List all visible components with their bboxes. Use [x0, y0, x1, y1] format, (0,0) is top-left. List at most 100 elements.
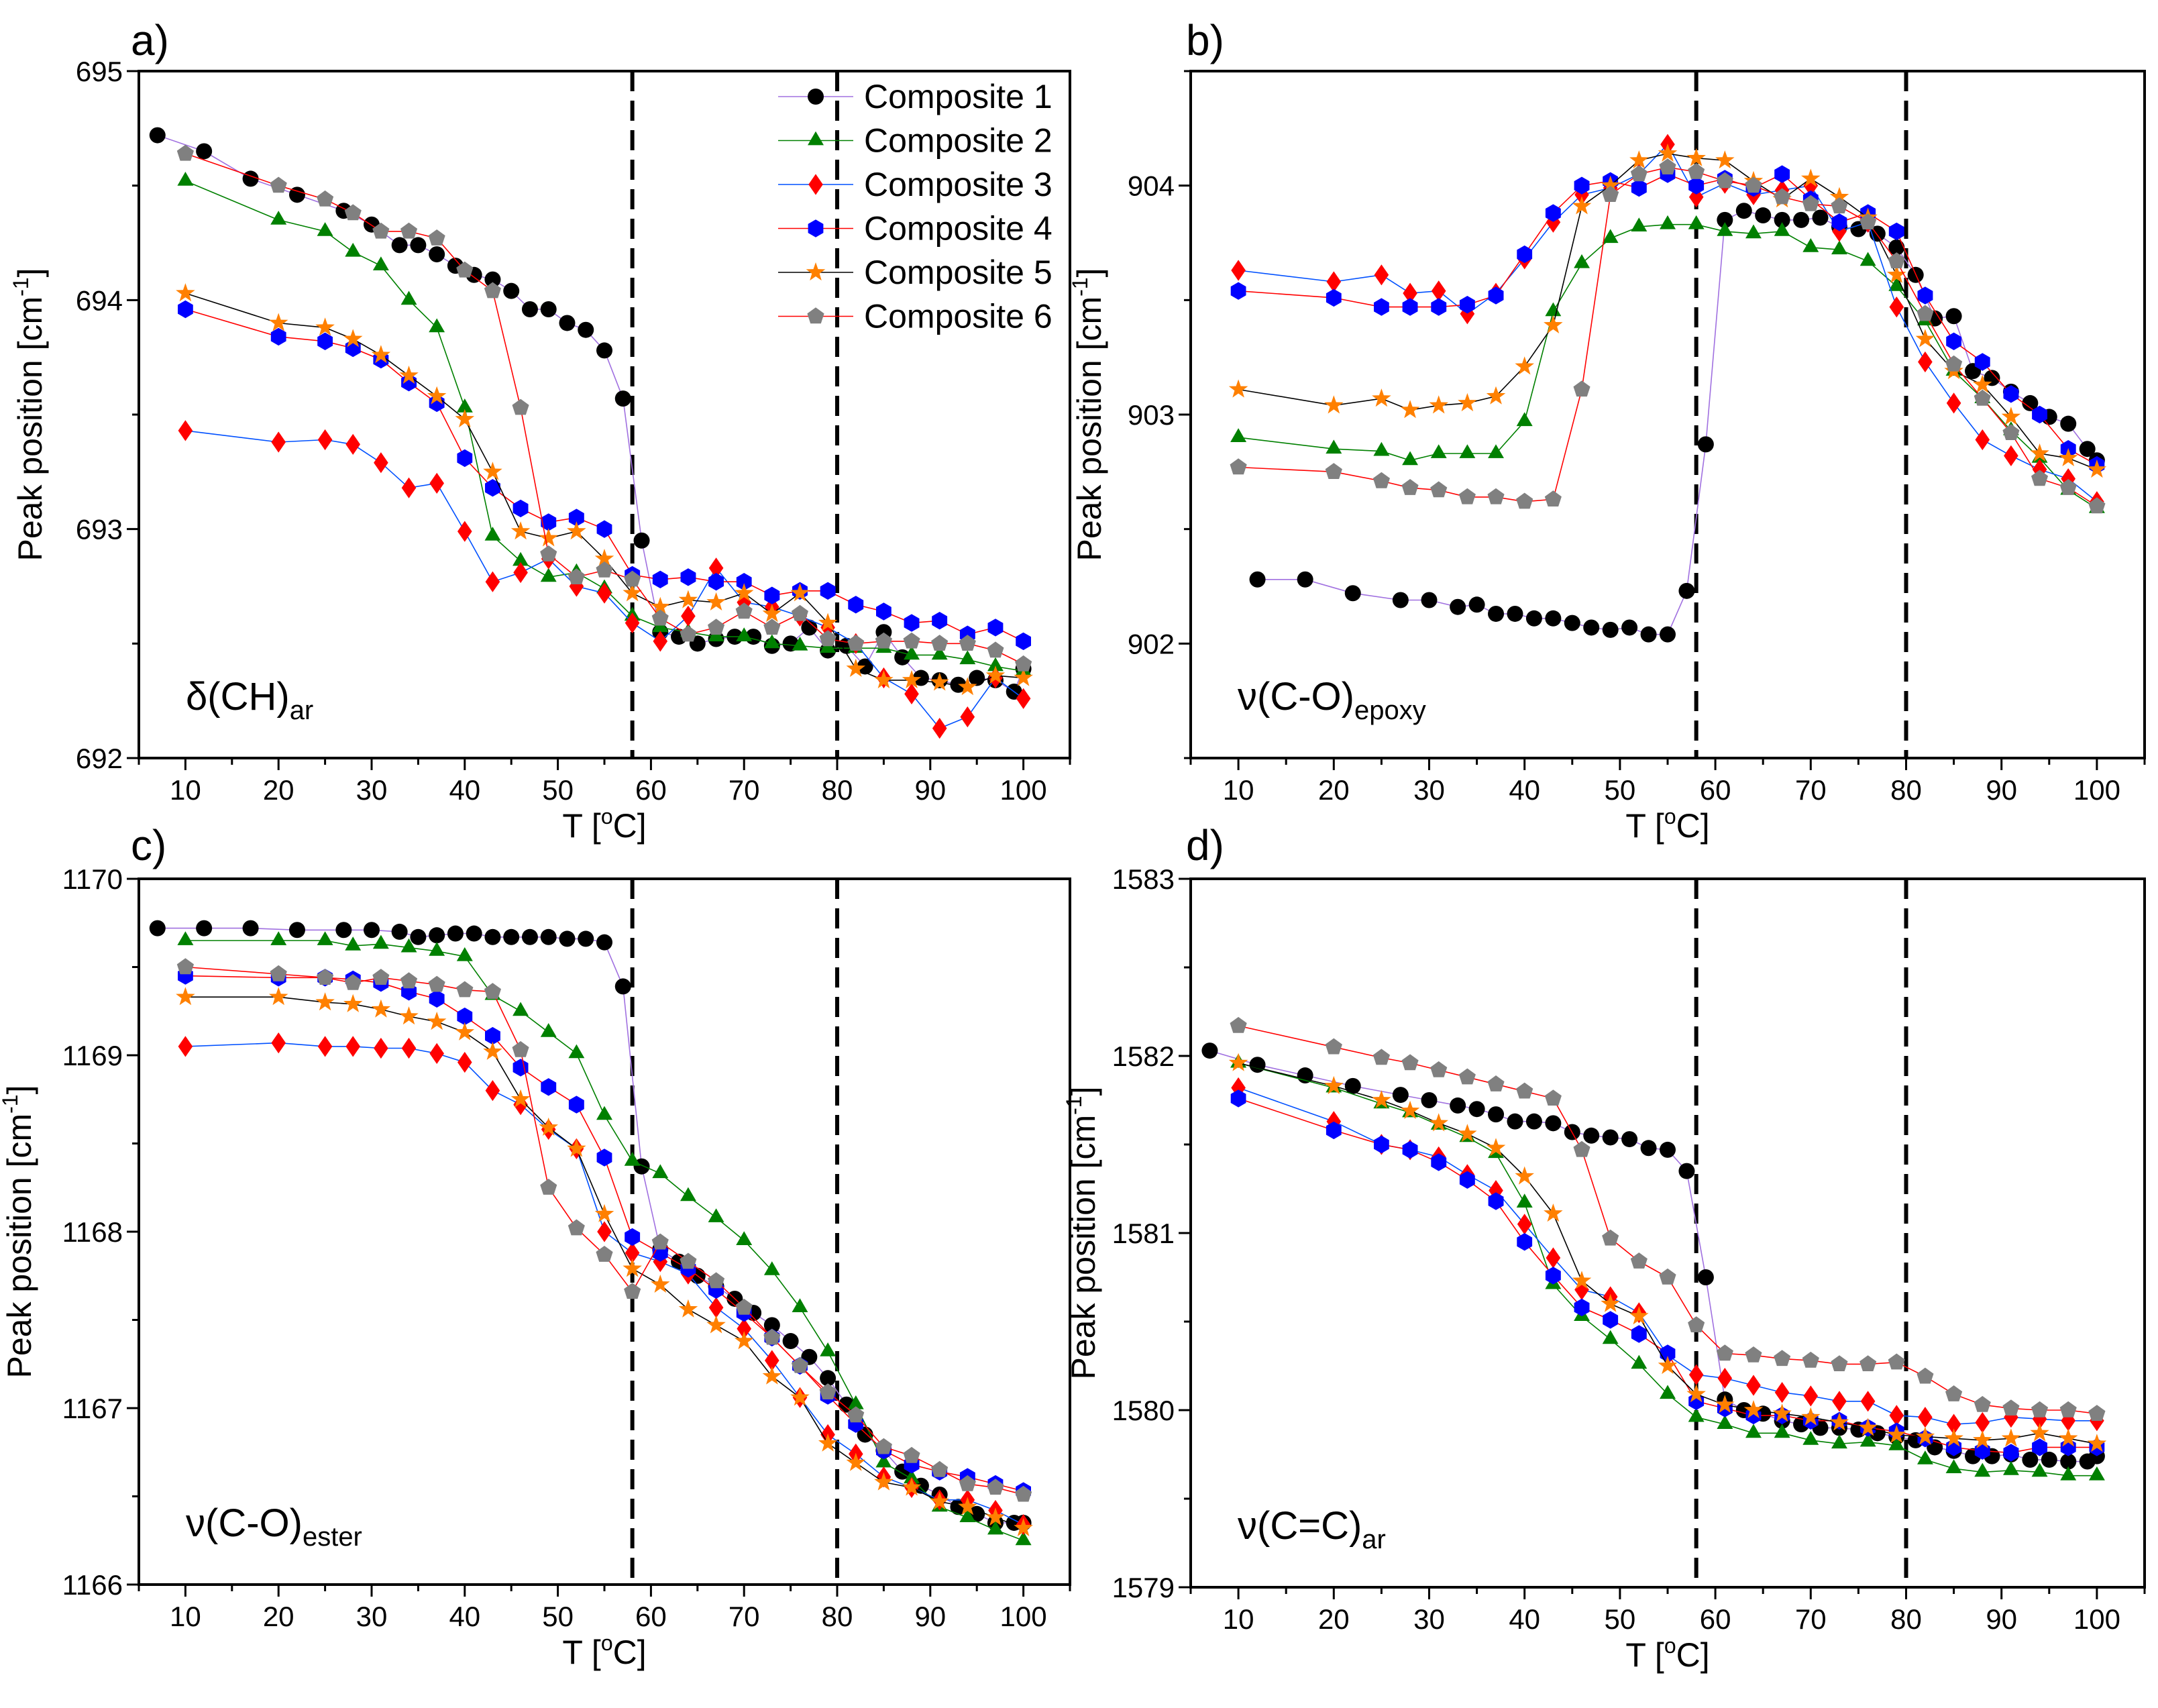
data-point: [1660, 215, 1676, 229]
x-tick-label: 70: [729, 774, 760, 806]
data-point: [594, 1204, 614, 1222]
data-point: [2031, 1401, 2049, 1418]
data-point: [1326, 271, 1342, 292]
x-axis-title-end: C]: [613, 1634, 647, 1671]
y-axis-title-text: Peak position [cm: [1065, 1115, 1102, 1380]
data-point: [484, 527, 501, 541]
data-point: [1488, 444, 1504, 458]
data-point: [1564, 615, 1580, 631]
data-point: [708, 1297, 724, 1318]
x-axis-title-end: C]: [1676, 807, 1710, 845]
data-point: [1372, 1090, 1391, 1109]
data-point: [149, 920, 166, 937]
data-point: [931, 645, 948, 660]
data-point: [2060, 1453, 2077, 1470]
data-point: [1945, 1385, 1963, 1401]
x-axis-title-sup: o: [601, 804, 613, 829]
data-point: [1658, 1356, 1678, 1375]
data-point: [484, 928, 501, 945]
data-point: [317, 969, 334, 985]
data-point: [678, 1299, 698, 1318]
legend-item: Composite 4: [778, 210, 1053, 248]
data-point: [1658, 143, 1678, 162]
data-point: [1735, 203, 1752, 219]
series-line: [185, 153, 1024, 665]
data-point: [427, 1012, 447, 1030]
data-point: [930, 672, 949, 691]
plot-frame: [1189, 877, 2146, 1589]
data-point: [1015, 1531, 1032, 1546]
data-point: [539, 1117, 558, 1136]
data-point: [1715, 1395, 1735, 1413]
data-point: [1859, 252, 1876, 266]
data-point: [1459, 296, 1475, 314]
data-point: [633, 532, 650, 549]
data-point: [1468, 1101, 1485, 1118]
legend-label: Composite 2: [864, 122, 1053, 160]
data-point: [2087, 1434, 2107, 1452]
data-point: [1717, 211, 1733, 228]
data-point: [1601, 1293, 1620, 1312]
data-point: [806, 262, 826, 281]
data-point: [1946, 392, 1961, 414]
data-point: [1603, 1311, 1619, 1329]
data-point: [1431, 1153, 1447, 1171]
data-point: [512, 398, 529, 415]
data-point: [512, 499, 529, 518]
data-point: [1686, 1384, 1706, 1403]
data-point: [540, 1023, 557, 1037]
data-point: [1374, 298, 1389, 316]
data-point: [875, 1453, 892, 1468]
data-point: [985, 665, 1006, 684]
data-point: [1974, 1462, 1991, 1477]
data-point: [1583, 619, 1600, 636]
x-tick-label: 60: [1700, 774, 1731, 806]
data-point: [790, 583, 810, 602]
data-point: [736, 573, 752, 591]
data-point: [178, 420, 193, 441]
data-point: [950, 1499, 967, 1515]
x-axis-title-end: C]: [613, 807, 647, 845]
data-point: [2060, 1466, 2077, 1481]
data-point: [1545, 302, 1562, 317]
data-point: [2088, 1405, 2106, 1421]
data-point: [559, 930, 576, 947]
data-point: [1574, 176, 1590, 195]
data-point: [734, 1331, 754, 1350]
x-tick-label: 100: [1000, 774, 1047, 806]
data-point: [765, 1350, 779, 1371]
data-point: [1975, 1411, 1990, 1434]
data-point: [2003, 1461, 2019, 1475]
data-point: [653, 631, 668, 652]
data-point: [1430, 1061, 1448, 1077]
data-point: [1945, 355, 1963, 372]
data-point: [959, 650, 976, 665]
data-point: [1802, 1431, 1819, 1445]
data-point: [801, 619, 818, 636]
data-point: [708, 1208, 724, 1222]
x-tick-label: 50: [1605, 1603, 1636, 1635]
data-point: [987, 1520, 1004, 1535]
data-point: [485, 1026, 500, 1045]
data-point: [764, 586, 780, 604]
x-tick-label: 80: [822, 774, 853, 806]
x-axis-title-end: C]: [1676, 1636, 1710, 1674]
data-point: [578, 321, 594, 338]
data-point: [594, 549, 614, 568]
data-point: [288, 922, 305, 939]
series-composite-5: [1228, 1053, 2107, 1452]
data-point: [344, 974, 362, 990]
data-point: [763, 1328, 781, 1345]
data-point: [541, 513, 557, 531]
data-point: [1801, 168, 1821, 187]
data-point: [763, 1317, 780, 1334]
data-point: [466, 925, 482, 942]
data-point: [763, 619, 781, 635]
data-point: [456, 261, 474, 278]
x-tick-label: 100: [2073, 774, 2120, 806]
data-point: [874, 670, 894, 689]
y-axis-title-text: Peak position [cm: [1, 1114, 38, 1379]
data-point: [568, 1044, 585, 1059]
data-point: [1974, 389, 1991, 406]
data-point: [1888, 222, 1904, 241]
